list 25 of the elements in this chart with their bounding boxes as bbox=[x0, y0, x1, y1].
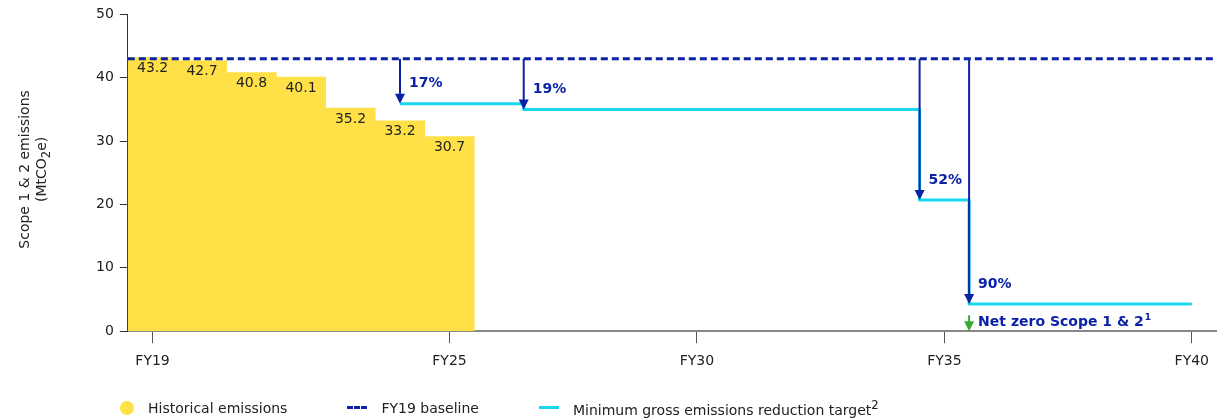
annotation: 17% bbox=[408, 74, 443, 91]
y-tick-label: 50 bbox=[95, 5, 114, 22]
x-tick-label: FY25 bbox=[432, 352, 467, 369]
x-tick-label: FY40 bbox=[1174, 352, 1209, 369]
data-label: 40.1 bbox=[285, 78, 317, 95]
data-label: 43.2 bbox=[136, 59, 169, 76]
annotation: 19% bbox=[532, 80, 567, 97]
data-label: 40.8 bbox=[235, 74, 268, 91]
x-tick-label: FY19 bbox=[135, 352, 170, 369]
legend-label: Minimum gross emissions reduction target$^{2}$ bbox=[572, 398, 879, 418]
data-label: 30.7 bbox=[433, 138, 466, 155]
y-tick-label: 30 bbox=[95, 131, 114, 148]
annotation: 52% bbox=[928, 170, 963, 187]
data-label: 33.2 bbox=[384, 122, 416, 139]
x-tick-label: FY35 bbox=[927, 352, 962, 369]
y-tick-label: 20 bbox=[95, 195, 114, 212]
y-tick-label: 0 bbox=[104, 321, 114, 338]
x-tick-label: FY30 bbox=[679, 352, 715, 369]
data-label: 35.2 bbox=[334, 109, 367, 126]
y-tick-label: 10 bbox=[95, 258, 114, 275]
y-tick-label: 40 bbox=[95, 68, 114, 85]
data-label: 42.7 bbox=[186, 62, 218, 79]
legend-label: FY19 baseline bbox=[381, 399, 479, 416]
annotation: 90% bbox=[978, 274, 1012, 291]
legend-label: Historical emissions bbox=[148, 399, 288, 416]
